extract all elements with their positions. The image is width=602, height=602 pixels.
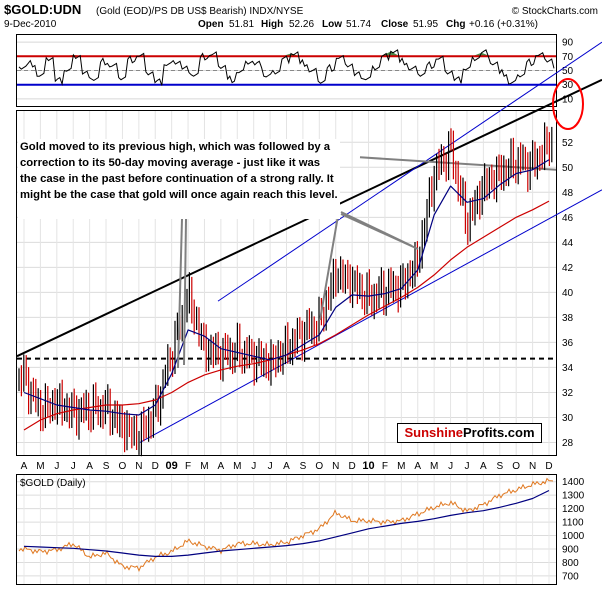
ratio-panel [16,110,557,456]
brand-part2: Profits.com [463,425,535,440]
ratio-x-tick-label: O [315,461,323,472]
rsi-layer: 10 30 50 70 90 [17,38,574,105]
pointer-line-3 [319,209,340,321]
pointer-line-2 [183,218,187,366]
ratio-x-tick-label: J [54,461,59,472]
ratio-x-tick-label: A [21,461,28,472]
gold-tick-label: 900 [562,545,579,556]
ratio-tick-label: 32 [562,388,574,399]
ratio-x-tick-label: D [152,461,159,472]
low-label: Low [322,19,342,30]
gold-panel [16,474,557,585]
ratio-x-tick-label: A [218,461,225,472]
ratio-x-tick-label: M [397,461,405,472]
ratio-tick-label: 34 [562,363,574,374]
ratio-x-tick-label: J [251,461,256,472]
ratio-x-tick-label: M [200,461,208,472]
ratio-x-tick-label: D [545,461,552,472]
gold-ma-line [23,489,550,557]
rsi-panel [16,34,557,107]
ratio-x-tick-label: S [496,461,503,472]
ratio-x-tick-label: S [300,461,307,472]
brand-part1: Sunshine [404,425,463,440]
ratio-x-tick-label: J [464,461,469,472]
close-value: 51.95 [413,19,438,30]
ratio-x-tick-label: M [36,461,44,472]
rsi-tick-label: 50 [562,66,574,77]
support-trend-line [139,189,602,443]
gold-tick-label: 1300 [562,491,585,502]
rsi-tick-label: 30 [562,80,574,91]
ratio-x-tick-label: N [135,461,142,472]
high-label: High [261,19,283,30]
ratio-tick-label: 44 [562,238,574,249]
ratio-x-tick-label: A [414,461,421,472]
open-value: 51.81 [229,19,254,30]
rsi-tick-label: 90 [562,38,574,49]
rsi-tick-label: 10 [562,94,574,105]
ma50-line [23,159,550,416]
ratio-x-tick-label: J [71,461,76,472]
chart-date: 9-Dec-2010 [4,19,57,30]
ratio-tick-label: 48 [562,188,574,199]
highlight-circle [552,78,584,130]
pointer-line-5 [340,213,419,250]
ratio-x-tick-label: A [86,461,93,472]
ratio-x-tick-label: D [349,461,356,472]
ratio-x-tick-label: J [448,461,453,472]
ratio-x-tick-label: M [233,461,241,472]
gold-tick-label: 700 [562,571,579,582]
low-value: 51.74 [346,19,371,30]
rsi-series-line [18,49,555,86]
ratio-tick-label: 30 [562,413,574,424]
gold-tick-label: 1100 [562,518,584,529]
rsi-tick-label: 70 [562,52,574,63]
ratio-x-tick-label: O [119,461,127,472]
chart-symbol: $GOLD:UDN [4,2,81,17]
ratio-x-tick-label: A [480,461,487,472]
ratio-tick-label: 42 [562,263,574,274]
ratio-x-tick-label: 10 [362,460,374,472]
chg-label: Chg [446,19,465,30]
gold-panel-title: $GOLD (Daily) [20,478,86,489]
ratio-x-tick-label: A [283,461,290,472]
ratio-tick-label: 46 [562,213,574,224]
open-label: Open [198,19,224,30]
gold-tick-label: 1000 [562,531,585,542]
ratio-tick-label: 38 [562,313,574,324]
ratio-x-tick-label: N [332,461,339,472]
chart-description: (Gold (EOD)/PS DB US$ Bearish) INDX/NYSE [96,6,304,17]
gold-tick-label: 1200 [562,504,585,515]
annotation-callout: Gold moved to its previous high, which w… [18,139,340,219]
ratio-tick-label: 28 [562,438,574,449]
ratio-x-tick-label: O [512,461,520,472]
ratio-x-tick-label: M [430,461,438,472]
gold-price-line [18,477,554,572]
ratio-tick-label: 40 [562,288,574,299]
ratio-x-tick-label: F [185,461,191,472]
close-label: Close [381,19,409,30]
ratio-tick-label: 36 [562,338,574,349]
gold-tick-label: 800 [562,558,579,569]
chart-source: © StockCharts.com [512,6,598,17]
gold-tick-label: 1400 [562,477,585,488]
ratio-x-tick-label: J [268,461,273,472]
upper-channel-line [217,41,602,302]
pointer-line-1 [177,218,183,369]
ratio-tick-label: 50 [562,163,574,174]
ratio-x-tick-label: F [382,461,388,472]
high-value: 52.26 [289,19,314,30]
ratio-tick-label: 52 [562,138,574,149]
chg-value: +0.16 (+0.31%) [469,19,538,30]
gold-layer: 700 800 900 1000 1100 1200 1300 1400 [17,475,585,584]
brand-logo: SunshineProfits.com [397,423,542,443]
ratio-x-tick-label: N [529,461,536,472]
ratio-x-tick-label: 09 [166,460,178,472]
callout-pointers [177,209,419,369]
ratio-x-tick-label: S [103,461,110,472]
